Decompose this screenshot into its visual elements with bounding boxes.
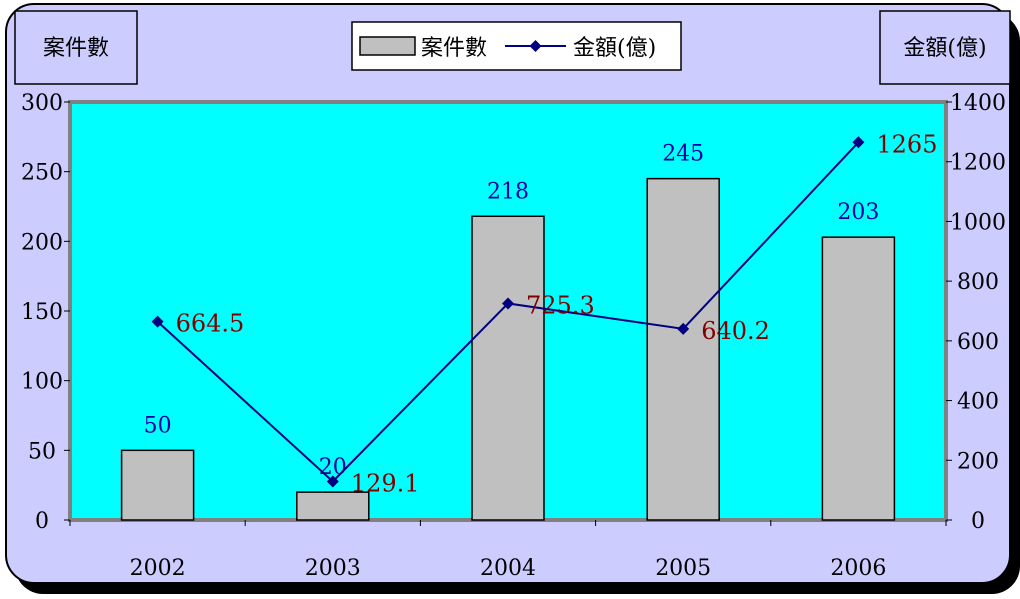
right-tick-label: 0 bbox=[971, 509, 985, 534]
legend-bar-swatch bbox=[360, 37, 415, 55]
right-tick-label: 800 bbox=[957, 270, 999, 295]
bar-value-label: 218 bbox=[487, 179, 529, 204]
bar bbox=[472, 216, 544, 520]
right-tick-label: 1400 bbox=[950, 91, 1006, 116]
bar-value-label: 50 bbox=[144, 413, 172, 438]
line-value-label: 725.3 bbox=[526, 291, 595, 319]
left-tick-label: 250 bbox=[21, 161, 63, 186]
bar bbox=[822, 237, 894, 520]
bar-value-label: 245 bbox=[662, 142, 704, 167]
right-tick-label: 1000 bbox=[950, 210, 1006, 235]
line-value-label: 664.5 bbox=[176, 310, 245, 338]
left-tick-label: 100 bbox=[21, 370, 63, 395]
x-tick-label: 2002 bbox=[130, 556, 186, 581]
legend-bar-label: 案件數 bbox=[421, 36, 487, 61]
right-tick-label: 1200 bbox=[950, 151, 1006, 176]
left-tick-label: 300 bbox=[21, 91, 63, 116]
bar-value-label: 203 bbox=[837, 200, 879, 225]
bar bbox=[122, 450, 194, 520]
left-axis-label: 案件數 bbox=[43, 36, 109, 61]
x-tick-label: 2004 bbox=[480, 556, 536, 581]
x-tick-label: 2005 bbox=[655, 556, 711, 581]
bar bbox=[647, 179, 719, 520]
right-tick-label: 600 bbox=[957, 330, 999, 355]
line-value-label: 129.1 bbox=[351, 469, 420, 497]
left-tick-label: 0 bbox=[35, 509, 49, 534]
right-axis-label: 金額(億) bbox=[903, 36, 986, 61]
x-tick-label: 2003 bbox=[305, 556, 361, 581]
legend-line-label: 金額(億) bbox=[573, 36, 656, 61]
left-tick-label: 150 bbox=[21, 300, 63, 325]
left-tick-label: 50 bbox=[28, 439, 56, 464]
x-tick-label: 2006 bbox=[830, 556, 886, 581]
right-tick-label: 200 bbox=[957, 449, 999, 474]
legend: 案件數 金額(億) bbox=[352, 22, 681, 70]
line-value-label: 1265 bbox=[876, 130, 937, 158]
right-tick-label: 400 bbox=[957, 390, 999, 415]
left-tick-label: 200 bbox=[21, 230, 63, 255]
line-value-label: 640.2 bbox=[701, 317, 770, 345]
